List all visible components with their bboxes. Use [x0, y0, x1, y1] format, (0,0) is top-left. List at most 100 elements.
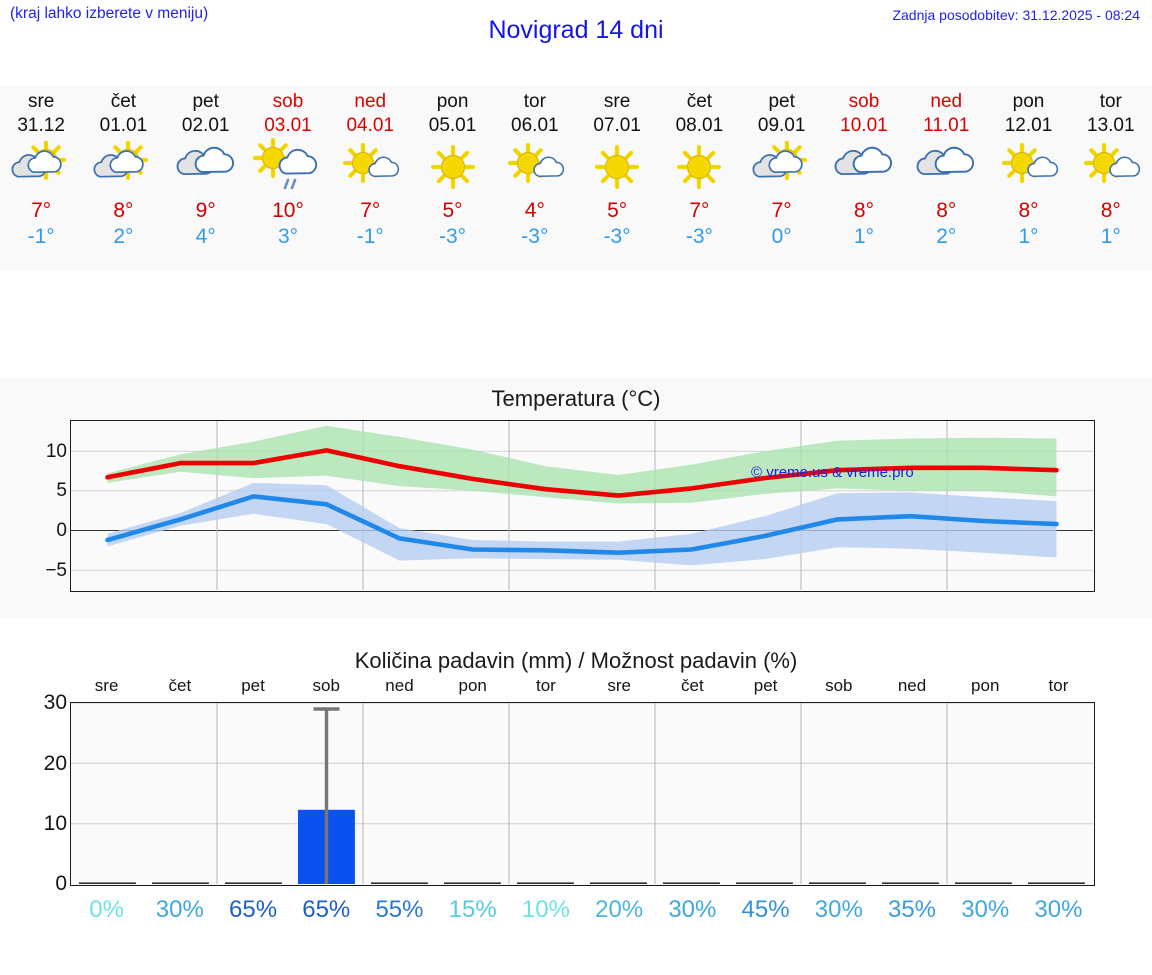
day-column[interactable]: ned 04.01 7° -1° [329, 85, 411, 271]
temperature-chart-section: Temperatura (°C) 10 5 0 −5 [0, 378, 1152, 618]
precipitation-probability-label: 0% [89, 896, 124, 923]
max-temperature-value: 4° [524, 199, 545, 222]
day-date-label: 09.01 [757, 115, 806, 136]
precipitation-probability-label: 45% [741, 896, 790, 923]
watermark-text: © vreme.us & vreme.pro [751, 464, 914, 481]
sun-behind-cloud-icon [743, 140, 821, 194]
day-of-week-label: pet [768, 91, 795, 112]
daily-forecast-strip: sre 31.12 7° -1° čet 01.01 8° 2° pet 02.01 9° 4°… [0, 85, 1152, 271]
precipitation-probability-label: 30% [155, 896, 204, 923]
sunny-icon [578, 140, 656, 194]
precipitation-probability-label: 55% [375, 896, 424, 923]
precipitation-probability-label: 15% [448, 896, 497, 923]
sun-small-cloud-icon [496, 140, 574, 194]
day-column[interactable]: ned 11.01 8° 2° [905, 85, 987, 271]
day-date-label: 10.01 [840, 115, 888, 136]
temperature-y-tick-label: −5 [45, 559, 67, 581]
min-temperature-value: -3° [603, 225, 631, 248]
precipitation-chart-title: Količina padavin (mm) / Možnost padavin … [354, 648, 798, 673]
precipitation-day-label: sre [607, 676, 631, 695]
precipitation-day-label: ned [385, 676, 414, 695]
max-temperature-value: 5° [442, 199, 463, 222]
day-date-label: 01.01 [99, 115, 148, 136]
day-of-week-label: tor [523, 91, 546, 112]
max-temperature-value: 8° [1100, 199, 1121, 222]
day-of-week-label: ned [930, 91, 963, 112]
precipitation-probability-label: 30% [1034, 896, 1083, 923]
day-of-week-label: pon [1012, 91, 1045, 112]
page-header: (kraj lahko izberete v meniju) Novigrad … [0, 0, 1152, 52]
min-temperature-value: 0° [771, 225, 792, 248]
precipitation-probability-label: 30% [961, 896, 1010, 923]
precipitation-probability-row: 0% 30% 65% 65% 55% 15% 10% 20% 30% 45% 30% 35% 30% 30… [70, 896, 1095, 932]
min-temperature-value: 1° [1018, 225, 1039, 248]
max-temperature-value: 8° [936, 199, 957, 222]
sun-behind-cloud-icon [84, 140, 162, 194]
precipitation-day-label: tor [536, 676, 556, 695]
temperature-chart-title: Temperatura (°C) [491, 386, 661, 411]
min-temperature-value: -3° [439, 225, 467, 248]
precipitation-probability-label: 30% [814, 896, 863, 923]
day-column[interactable]: pon 05.01 5° -3° [411, 85, 493, 271]
sunny-icon [414, 140, 492, 194]
day-column[interactable]: sob 10.01 8° 1° [823, 85, 905, 271]
precipitation-x-axis-labels: sre čet pet sob ned pon tor sre čet pet sob ned pon t… [70, 676, 1095, 700]
min-temperature-value: 2° [113, 225, 134, 248]
precipitation-y-tick-label: 0 [55, 872, 67, 896]
day-date-label: 05.01 [428, 115, 477, 136]
day-of-week-label: čet [110, 91, 137, 112]
day-column[interactable]: sob 03.01 10° 3° [247, 85, 329, 271]
day-of-week-label: pet [192, 91, 219, 112]
day-column[interactable]: čet 01.01 8° 2° [82, 85, 164, 271]
day-column[interactable]: čet 08.01 7° -3° [658, 85, 740, 271]
day-column[interactable]: pet 09.01 7° 0° [741, 85, 823, 271]
precipitation-plot-area [70, 702, 1095, 886]
precipitation-day-label: pon [971, 676, 1000, 695]
min-temperature-value: 1° [1100, 225, 1121, 248]
day-of-week-label: sob [848, 91, 880, 112]
day-column[interactable]: tor 06.01 4° -3° [494, 85, 576, 271]
day-date-label: 04.01 [346, 115, 395, 136]
day-of-week-label: tor [1099, 91, 1122, 112]
precipitation-y-tick-label: 30 [43, 691, 67, 715]
cloudy-icon [907, 140, 985, 194]
day-date-label: 13.01 [1087, 115, 1135, 136]
day-date-label: 11.01 [923, 115, 970, 136]
day-column[interactable]: pet 02.01 9° 4° [165, 85, 247, 271]
sun-small-cloud-icon [331, 140, 409, 194]
sun-small-cloud-icon [990, 140, 1068, 194]
day-column[interactable]: tor 13.01 8° 1° [1070, 85, 1152, 271]
max-temperature-value: 5° [607, 199, 628, 222]
min-temperature-value: 4° [195, 225, 216, 248]
max-temperature-value: 7° [771, 199, 792, 222]
max-temperature-value: 8° [113, 199, 134, 222]
precipitation-day-label: pet [753, 676, 778, 695]
day-column[interactable]: sre 31.12 7° -1° [0, 85, 82, 271]
temperature-y-tick-label: 10 [45, 440, 67, 462]
day-of-week-label: pon [436, 91, 469, 112]
precipitation-probability-label: 35% [887, 896, 937, 923]
precipitation-day-label: pon [458, 676, 487, 695]
precipitation-day-label: čet [681, 676, 704, 695]
precipitation-probability-label: 10% [521, 896, 570, 923]
day-of-week-label: sob [272, 91, 304, 112]
day-date-label: 06.01 [511, 115, 559, 136]
precipitation-day-label: pet [241, 676, 265, 695]
day-column[interactable]: sre 07.01 5° -3° [576, 85, 658, 271]
location-menu-hint[interactable]: (kraj lahko izberete v meniju) [10, 5, 209, 22]
day-of-week-label: sre [603, 91, 631, 112]
min-temperature-value: -3° [685, 225, 713, 248]
precipitation-probability-label: 30% [668, 896, 717, 923]
precipitation-probability-label: 20% [595, 896, 644, 923]
max-temperature-value: 9° [195, 199, 216, 222]
min-temperature-value: -3° [521, 225, 549, 248]
precipitation-day-label: sob [825, 676, 853, 695]
max-temperature-value: 8° [1018, 199, 1039, 222]
precipitation-probability-label: 65% [229, 896, 278, 923]
sun-behind-cloud-icon [2, 140, 80, 194]
precipitation-chart-section: Količina padavin (mm) / Možnost padavin … [0, 640, 1152, 975]
max-temperature-value: 8° [853, 199, 874, 222]
temperature-y-tick-label: 0 [56, 519, 67, 541]
day-column[interactable]: pon 12.01 8° 1° [987, 85, 1069, 271]
